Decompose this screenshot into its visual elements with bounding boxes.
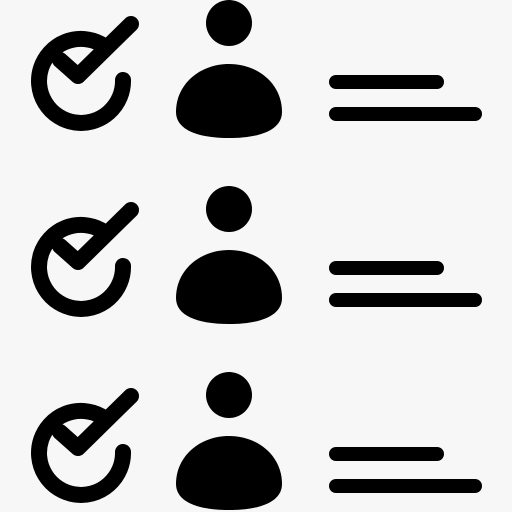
- checklist-row: [31, 372, 482, 510]
- check-circle-icon: [31, 16, 139, 131]
- checklist-row: [31, 186, 482, 324]
- person-icon: [176, 186, 282, 324]
- check-circle-icon: [31, 202, 139, 317]
- text-lines-icon: [329, 447, 482, 493]
- person-icon: [176, 0, 282, 138]
- check-circle-icon: [31, 388, 139, 503]
- checklist-row: [31, 0, 482, 138]
- text-lines-icon: [329, 261, 482, 307]
- text-lines-icon: [329, 75, 482, 121]
- person-icon: [176, 372, 282, 510]
